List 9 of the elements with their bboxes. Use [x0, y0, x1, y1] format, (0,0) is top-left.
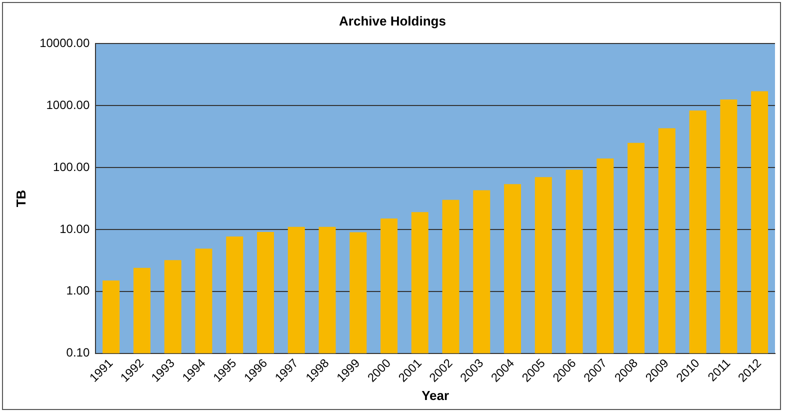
y-tick-label: 1.00: [66, 284, 90, 298]
y-tick-label: 0.10: [66, 346, 90, 360]
y-tick-label: 10.00: [60, 222, 90, 236]
y-tick-label: 100.00: [52, 160, 90, 174]
y-tick-label: 1000.00: [46, 98, 90, 112]
chart-title: Archive Holdings: [339, 13, 446, 28]
x-axis-title: Year: [422, 388, 450, 403]
y-tick-label: 10000.00: [40, 36, 90, 50]
y-axis-title: TB: [13, 190, 28, 208]
